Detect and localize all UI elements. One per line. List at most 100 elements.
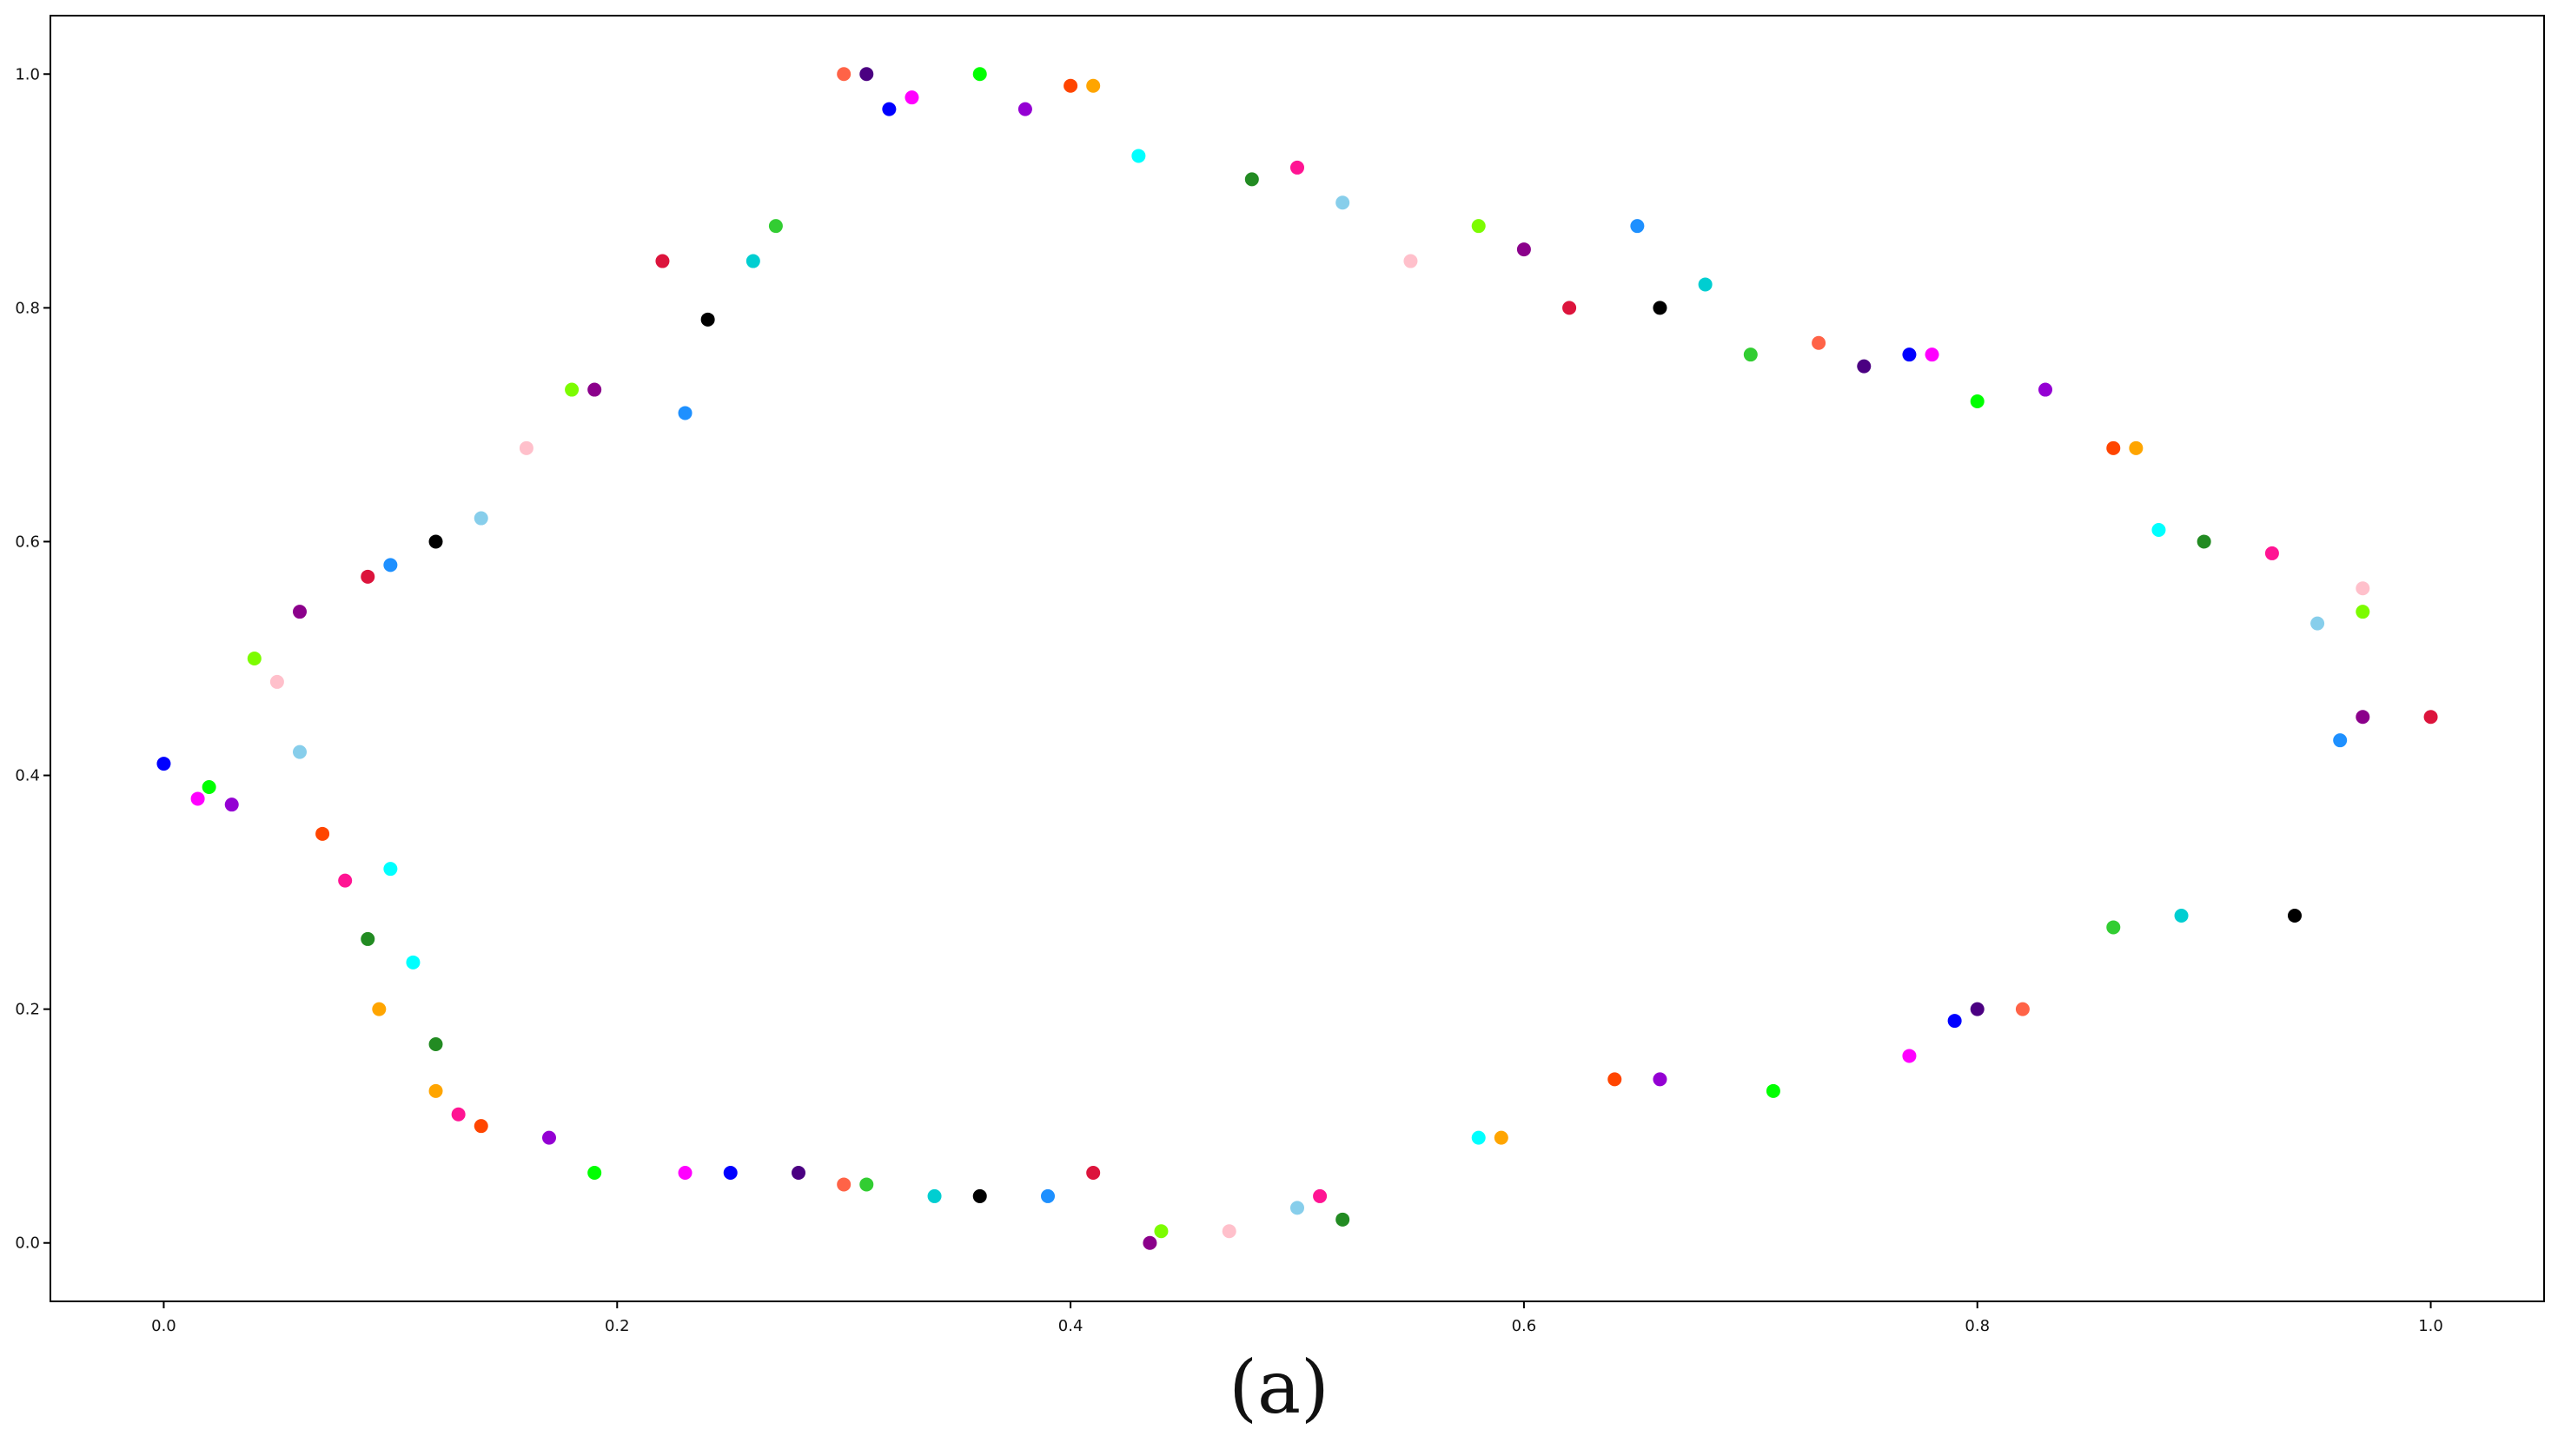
scatter-point xyxy=(2356,605,2370,619)
scatter-point xyxy=(1290,1201,1304,1215)
scatter-points xyxy=(156,67,2438,1250)
x-tick-label: 0.4 xyxy=(1058,1317,1084,1335)
scatter-point xyxy=(2038,382,2052,397)
scatter-point xyxy=(905,90,919,105)
scatter-point xyxy=(1743,347,1758,362)
y-tick-label: 1.0 xyxy=(15,65,40,83)
scatter-point xyxy=(1653,1072,1667,1087)
scatter-point xyxy=(587,382,602,397)
scatter-point xyxy=(1403,254,1418,268)
scatter-point xyxy=(190,791,205,806)
scatter-point xyxy=(1857,359,1872,374)
scatter-point xyxy=(655,254,670,268)
scatter-point xyxy=(859,1177,874,1192)
scatter-point xyxy=(1154,1224,1169,1239)
scatter-point xyxy=(293,605,307,619)
scatter-point xyxy=(1222,1224,1236,1239)
scatter-point xyxy=(1064,78,1078,93)
scatter-point xyxy=(2015,1002,2030,1016)
scatter-point xyxy=(837,67,852,82)
scatter-point xyxy=(451,1107,466,1122)
scatter-point xyxy=(678,1166,693,1180)
scatter-point xyxy=(2106,440,2121,455)
scatter-point xyxy=(1630,219,1645,234)
scatter-point xyxy=(1812,335,1826,350)
scatter-point xyxy=(293,745,307,759)
scatter-point xyxy=(1290,160,1304,175)
scatter-point xyxy=(1041,1188,1055,1203)
scatter-point xyxy=(315,826,330,841)
scatter-point xyxy=(428,1083,443,1098)
scatter-point xyxy=(1143,1235,1157,1250)
scatter-point xyxy=(837,1177,852,1192)
x-tick-label: 0.6 xyxy=(1512,1317,1537,1335)
scatter-point xyxy=(2333,733,2348,748)
plot-area-frame xyxy=(50,15,2545,1302)
scatter-point xyxy=(372,1002,387,1016)
scatter-point xyxy=(2151,523,2166,537)
x-tick-label: 0.0 xyxy=(151,1317,176,1335)
x-tick-label: 1.0 xyxy=(2418,1317,2443,1335)
scatter-point xyxy=(972,1188,987,1203)
scatter-point xyxy=(1925,347,1939,362)
scatter-point xyxy=(224,797,239,812)
scatter-point xyxy=(1471,219,1486,234)
scatter-point xyxy=(1607,1072,1622,1087)
scatter-point xyxy=(1494,1130,1508,1145)
scatter-point xyxy=(156,757,171,771)
scatter-point xyxy=(428,1037,443,1051)
panel-caption: (a) xyxy=(1229,1345,1329,1430)
scatter-point xyxy=(269,674,284,689)
scatter-point xyxy=(700,312,715,327)
scatter-point xyxy=(474,511,488,526)
x-tick-label: 0.8 xyxy=(1965,1317,1990,1335)
scatter-point xyxy=(1902,347,1917,362)
scatter-point xyxy=(1131,149,1146,163)
x-tick-label: 0.2 xyxy=(605,1317,630,1335)
scatter-point xyxy=(1017,102,1032,116)
scatter-point xyxy=(768,219,783,234)
scatter-point xyxy=(972,67,987,82)
scatter-point xyxy=(1947,1014,1962,1029)
scatter-point xyxy=(1471,1130,1486,1145)
scatter-point xyxy=(1313,1188,1328,1203)
y-tick-label: 0.6 xyxy=(15,533,40,551)
scatter-point xyxy=(1562,301,1577,315)
scatter-point xyxy=(338,873,353,888)
scatter-point xyxy=(542,1130,556,1145)
scatter-point xyxy=(2106,920,2121,935)
scatter-point xyxy=(2264,546,2279,560)
scatter-point xyxy=(882,102,897,116)
scatter-point xyxy=(2288,909,2302,923)
axes: 0.0 0.2 0.4 0.6 0.8 1.0 0.0 0.2 0.4 0.6 0.8 1.0 xyxy=(15,65,2443,1335)
scatter-point xyxy=(1244,172,1259,187)
scatter-point xyxy=(361,931,375,946)
scatter-point xyxy=(428,534,443,549)
scatter-point xyxy=(1335,1212,1350,1227)
scatter-point xyxy=(1653,301,1667,315)
scatter-point xyxy=(1698,277,1713,292)
scatter-point xyxy=(474,1119,488,1134)
scatter-point xyxy=(678,406,693,420)
scatter-point xyxy=(1086,78,1101,93)
scatter-point xyxy=(1766,1083,1780,1098)
scatter-point xyxy=(2356,581,2370,596)
scatter-point xyxy=(2356,710,2370,725)
y-tick-label: 0.0 xyxy=(15,1234,40,1253)
scatter-point xyxy=(2129,440,2144,455)
scatter-point xyxy=(2197,534,2211,549)
scatter-point xyxy=(247,652,262,665)
scatter-point xyxy=(383,558,398,572)
scatter-point xyxy=(927,1188,942,1203)
scatter-point xyxy=(406,955,421,970)
scatter-point xyxy=(1516,242,1531,257)
scatter-point xyxy=(746,254,760,268)
scatter-point xyxy=(2174,909,2189,923)
scatter-point xyxy=(1970,1002,1985,1016)
scatter-point xyxy=(1902,1049,1917,1063)
scatter-point xyxy=(202,780,216,794)
scatter-point xyxy=(859,67,874,82)
y-tick-label: 0.2 xyxy=(15,1001,40,1019)
